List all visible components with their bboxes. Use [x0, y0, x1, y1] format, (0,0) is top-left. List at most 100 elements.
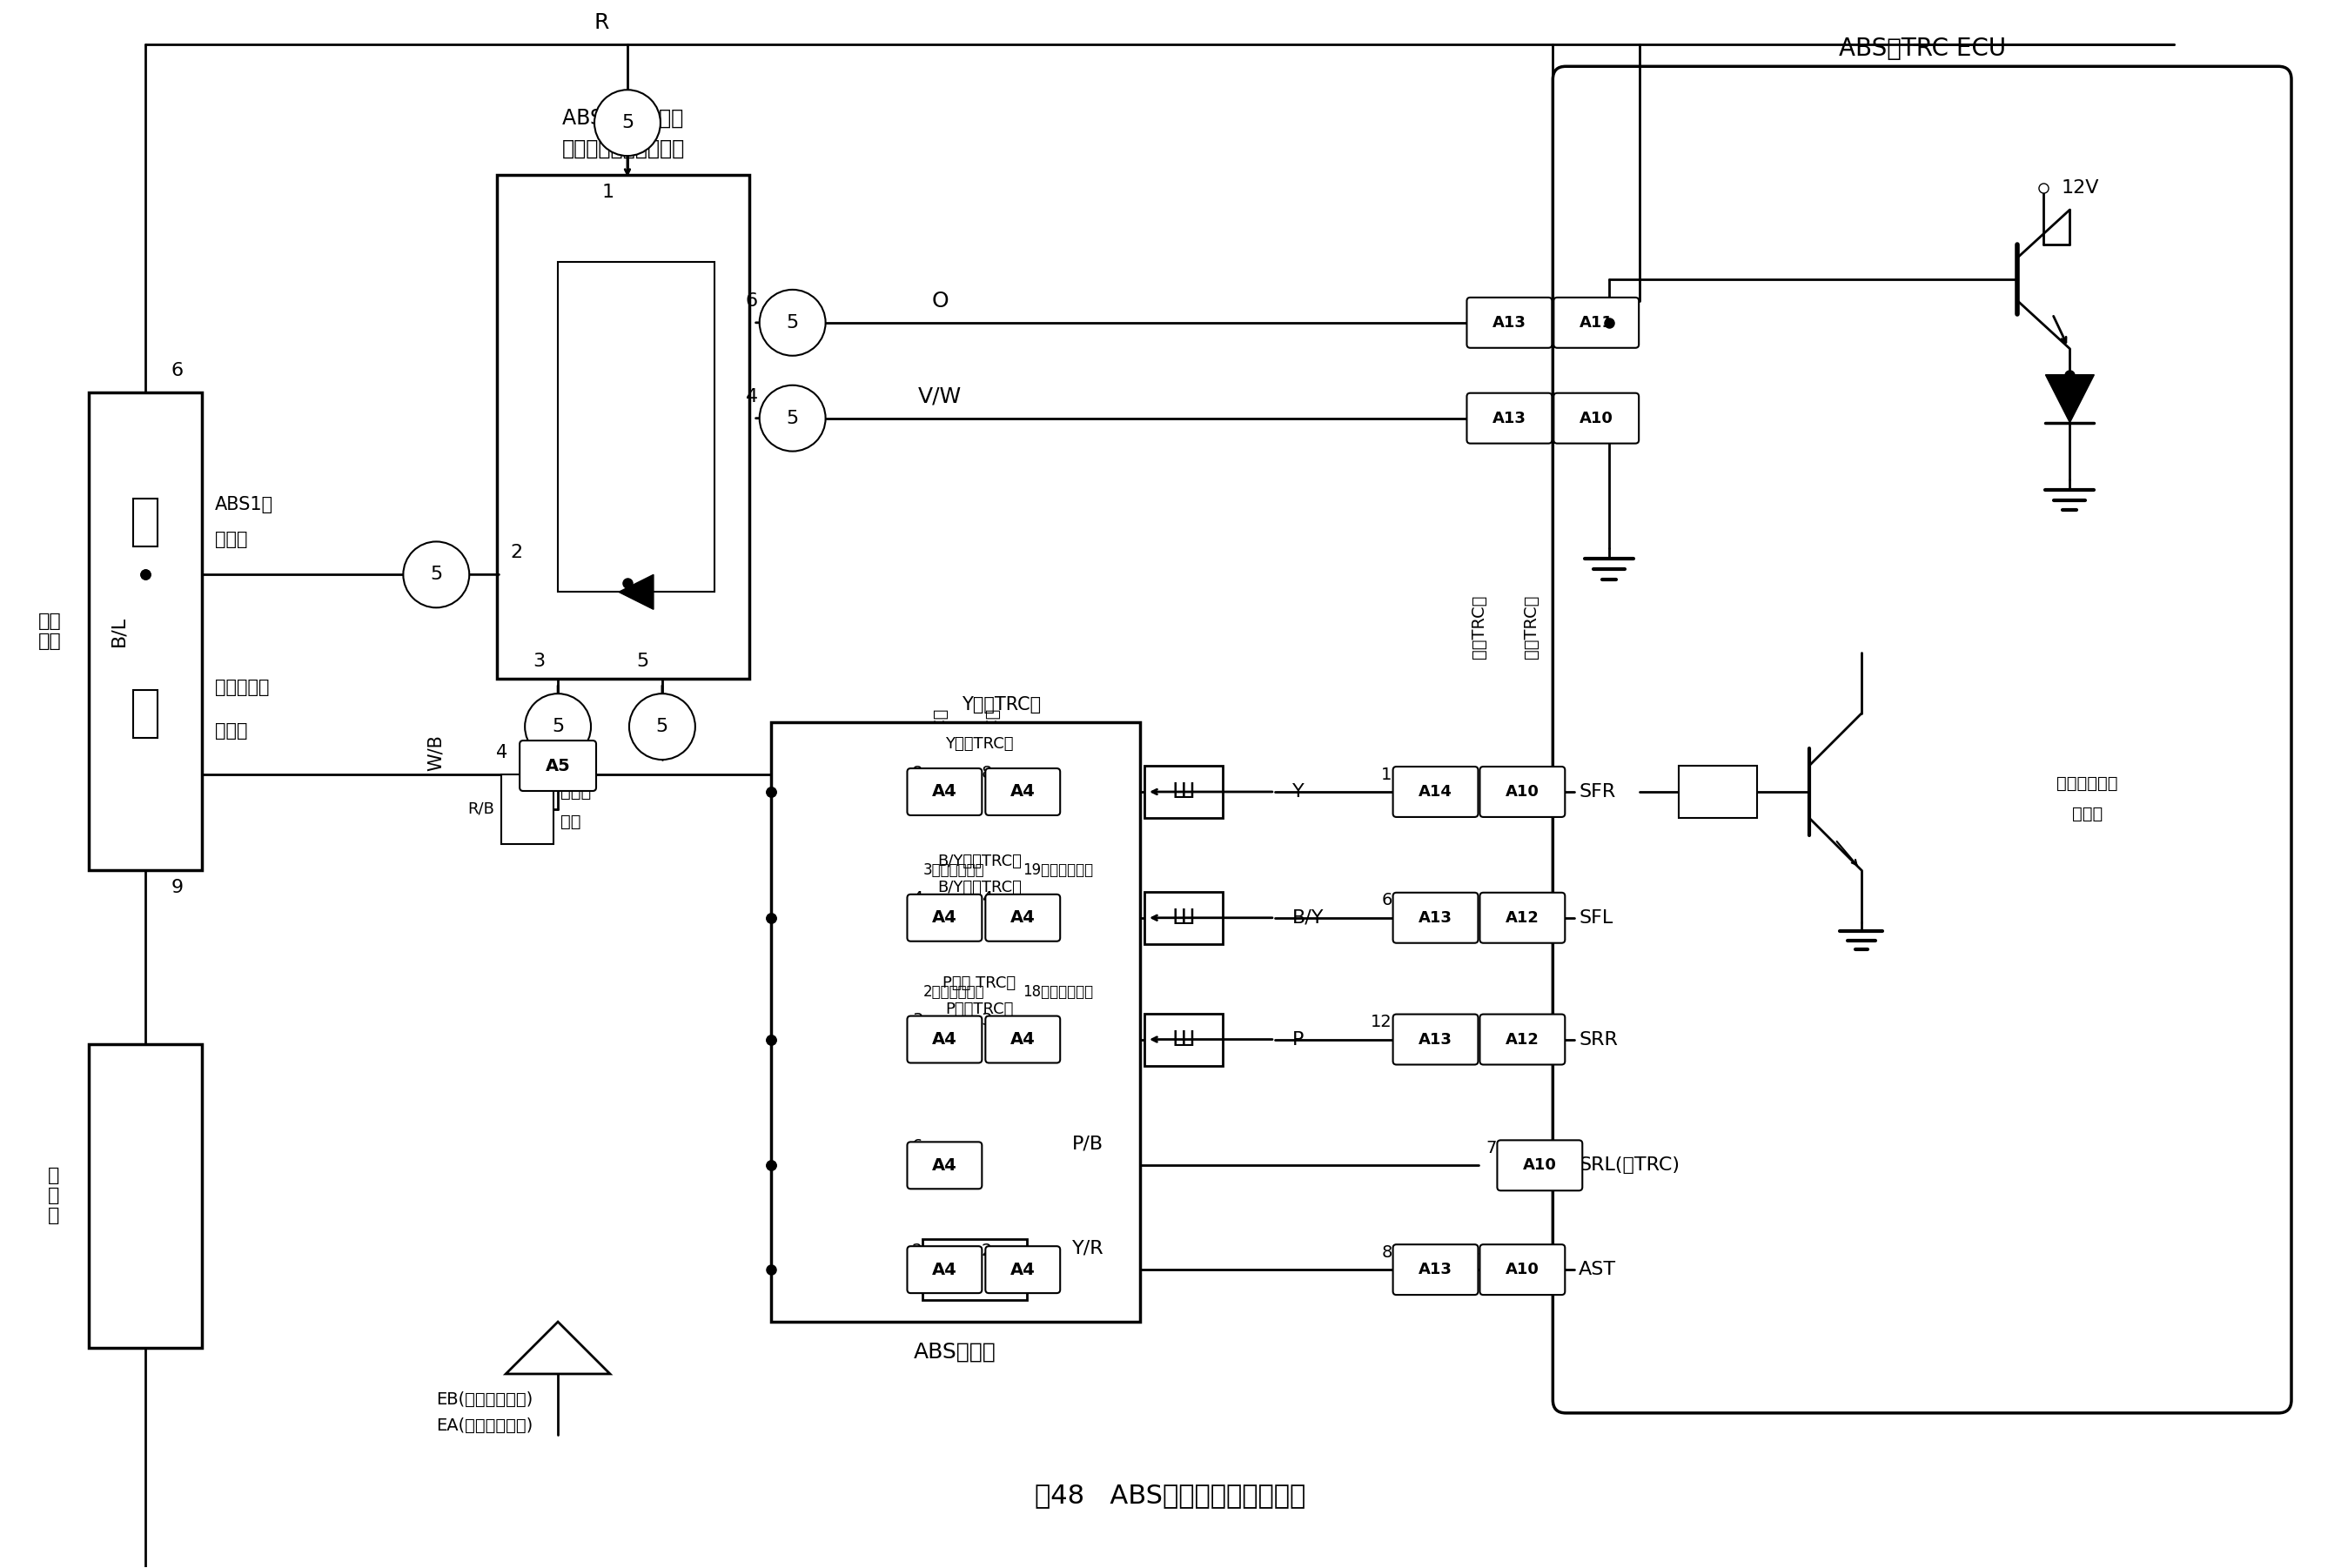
Text: A5: A5 — [545, 757, 571, 775]
Text: 6: 6 — [171, 362, 183, 379]
Text: SR: SR — [1578, 314, 1604, 331]
Text: 2（左侧驾驶）: 2（左侧驾驶） — [922, 983, 983, 999]
Text: V/W: V/W — [918, 386, 962, 408]
Text: A13: A13 — [1419, 1032, 1451, 1047]
Text: 8: 8 — [1381, 1243, 1393, 1261]
FancyBboxPatch shape — [1468, 298, 1552, 348]
Text: A4: A4 — [1011, 909, 1035, 927]
FancyBboxPatch shape — [1480, 767, 1566, 817]
FancyBboxPatch shape — [908, 1016, 981, 1063]
Text: Y/R: Y/R — [1072, 1239, 1105, 1256]
Text: ABS和TRC ECU: ABS和TRC ECU — [1838, 36, 2006, 61]
Text: 3: 3 — [1580, 392, 1592, 409]
Text: Y: Y — [1292, 782, 1304, 801]
Circle shape — [630, 693, 695, 759]
Text: A4: A4 — [932, 1157, 957, 1174]
Text: 4: 4 — [1468, 1243, 1480, 1261]
Text: A10: A10 — [1505, 1262, 1540, 1278]
Text: （有TRC）: （有TRC） — [932, 707, 948, 771]
Text: A10: A10 — [1580, 411, 1613, 426]
Text: 4: 4 — [913, 891, 922, 906]
Text: P/B: P/B — [1072, 1135, 1103, 1152]
FancyBboxPatch shape — [1393, 892, 1477, 942]
Polygon shape — [2046, 375, 2095, 423]
FancyBboxPatch shape — [1480, 1245, 1566, 1295]
Text: 熔断器: 熔断器 — [215, 723, 248, 740]
Text: ABS执行器: ABS执行器 — [913, 1342, 997, 1363]
Text: 3: 3 — [981, 1011, 993, 1029]
FancyBboxPatch shape — [1498, 1140, 1583, 1190]
Text: A13: A13 — [1494, 411, 1526, 426]
Text: P（有TRC）: P（有TRC） — [946, 1002, 1014, 1018]
Bar — [133, 499, 157, 546]
Text: SRL(有TRC): SRL(有TRC) — [1578, 1157, 1681, 1174]
FancyBboxPatch shape — [1393, 1014, 1477, 1065]
Text: W/B: W/B — [428, 734, 445, 771]
Text: 19（右侧驾驶）: 19（右侧驾驶） — [1023, 862, 1093, 878]
Text: A12: A12 — [1505, 1032, 1540, 1047]
Text: A12: A12 — [1505, 909, 1540, 925]
Text: 熔断
器盒: 熔断 器盒 — [37, 612, 61, 649]
FancyBboxPatch shape — [986, 894, 1060, 941]
FancyBboxPatch shape — [908, 894, 981, 941]
Text: 蓄
电
池: 蓄 电 池 — [49, 1167, 61, 1225]
Text: 5: 5 — [431, 566, 442, 583]
Text: A4: A4 — [1011, 1261, 1035, 1278]
Text: B/Y（无TRC）: B/Y（无TRC） — [936, 853, 1021, 869]
Text: 9: 9 — [171, 878, 183, 895]
Text: A10: A10 — [1524, 1157, 1557, 1173]
FancyBboxPatch shape — [986, 1247, 1060, 1294]
FancyBboxPatch shape — [908, 1247, 981, 1294]
Text: Ш: Ш — [1173, 781, 1196, 803]
Text: 4: 4 — [744, 387, 758, 405]
Text: （左侧驾驶）: （左侧驾驶） — [2055, 775, 2119, 792]
Text: 18（右侧驾驶）: 18（右侧驾驶） — [1023, 983, 1093, 999]
Bar — [89, 1044, 201, 1348]
Text: Ш: Ш — [1173, 1029, 1196, 1051]
Text: A14: A14 — [1419, 784, 1451, 800]
Text: 4: 4 — [496, 745, 508, 762]
Circle shape — [595, 89, 660, 155]
Text: 5: 5 — [1487, 296, 1496, 314]
Bar — [89, 392, 201, 870]
Text: A4: A4 — [1011, 1032, 1035, 1047]
Text: 12: 12 — [1369, 1014, 1393, 1030]
Bar — [922, 1239, 1028, 1300]
Bar — [770, 723, 1140, 1322]
Text: 3: 3 — [534, 652, 545, 670]
Bar — [1145, 892, 1222, 944]
Text: SFR: SFR — [1578, 782, 1615, 801]
Bar — [1145, 765, 1222, 818]
FancyBboxPatch shape — [1552, 66, 2292, 1413]
Text: A4: A4 — [932, 909, 957, 927]
Text: R/B: R/B — [468, 801, 494, 817]
Text: A4: A4 — [932, 784, 957, 800]
Circle shape — [403, 541, 468, 608]
FancyBboxPatch shape — [986, 768, 1060, 815]
Text: Y（无TRC）: Y（无TRC） — [946, 737, 1014, 753]
FancyBboxPatch shape — [1554, 298, 1639, 348]
Text: 图48   ABS执行器电磁阀电路图: 图48 ABS执行器电磁阀电路图 — [1035, 1483, 1306, 1508]
Bar — [501, 775, 552, 844]
Bar — [1145, 1013, 1222, 1066]
Text: （无TRC）: （无TRC） — [1524, 594, 1540, 659]
Text: （发电机舱继电器盒）: （发电机舱继电器盒） — [562, 138, 684, 160]
Text: A4: A4 — [932, 1032, 957, 1047]
Text: 8: 8 — [981, 765, 993, 781]
Text: 1: 1 — [1381, 767, 1393, 782]
Text: SRR: SRR — [1578, 1030, 1618, 1047]
Text: （无TRC）: （无TRC） — [983, 707, 1000, 771]
Text: 1: 1 — [1468, 767, 1480, 782]
FancyBboxPatch shape — [1468, 394, 1552, 444]
Text: R: R — [595, 13, 609, 33]
FancyBboxPatch shape — [1480, 1014, 1566, 1065]
Text: A4: A4 — [932, 1261, 957, 1278]
Text: 8: 8 — [913, 765, 922, 781]
Text: 5: 5 — [655, 718, 670, 735]
Text: 5: 5 — [637, 652, 648, 670]
Text: 13: 13 — [1458, 892, 1480, 909]
Text: 4: 4 — [981, 891, 993, 906]
Text: 2: 2 — [510, 544, 522, 561]
Text: O: O — [932, 290, 948, 312]
Text: ABS 电磁阀继电器: ABS 电磁阀继电器 — [562, 108, 684, 129]
